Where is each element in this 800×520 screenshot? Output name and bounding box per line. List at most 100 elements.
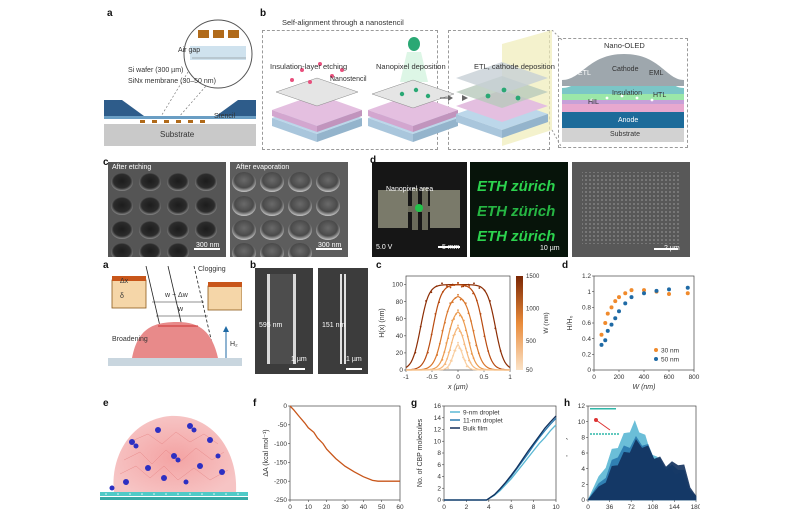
scatter-point-50 nm: [613, 316, 618, 321]
x-tick-label: 8: [532, 504, 536, 511]
device-photo: [372, 162, 467, 257]
device-scale-label: 5 mm: [442, 244, 460, 251]
chart-profile: -1 -0.5 0 0.5 1 0 20 40 60 80 100 x (µm) H(x) (nm) 50…: [379, 274, 550, 391]
height-label: H₂: [230, 341, 238, 348]
plot-frame: [289, 405, 401, 501]
data-point: [444, 321, 446, 324]
data-point: [487, 350, 490, 352]
y-tick-label: 2: [437, 485, 441, 492]
data-point: [450, 360, 453, 362]
data-point: [479, 312, 482, 315]
panel-label-1b: b: [260, 8, 267, 19]
y-tick-label: 20: [396, 350, 404, 357]
y-tick-label: 4: [581, 466, 585, 473]
panel-label-4g: g: [411, 398, 418, 409]
x-tick-label: 0: [456, 374, 460, 381]
data-point: [459, 298, 462, 301]
scatter-point-30 nm: [642, 288, 646, 293]
data-point: [458, 330, 461, 333]
clogging-label: Clogging: [198, 266, 226, 273]
nanopixel-area-label: Nanopixel area: [386, 186, 434, 193]
scatter-point-30 nm: [609, 305, 614, 310]
data-point: [430, 333, 433, 336]
etl-label: ETL: [578, 70, 591, 77]
data-point: [499, 350, 502, 352]
y-tick-label: 40: [396, 333, 404, 340]
scatter-point-30 nm: [617, 295, 621, 300]
y-axis-label: H(x) (nm): [379, 308, 386, 338]
colorbar-tick-label: 1500: [526, 274, 540, 280]
scatter-point-50 nm: [667, 287, 671, 292]
sem-dot-array: [572, 162, 690, 257]
oled-substrate-label: Substrate: [610, 131, 640, 138]
legend-label: 9-nm droplet: [463, 410, 500, 417]
series-line-W=500: [406, 295, 510, 371]
data-point: [483, 335, 486, 338]
data-point: [434, 312, 437, 315]
data-point: [419, 325, 422, 328]
data-point: [449, 286, 452, 289]
x-tick-label: 180: [691, 504, 700, 511]
chart-ratio: 0 200 400 600 800 0 0.2 0.4 0.6 0.8 1 1.2 W (nm) H/H₀…: [567, 273, 700, 391]
y-tick-label: -50: [278, 422, 288, 429]
eml-label: EML: [649, 70, 664, 77]
stencil-label: Stencil: [214, 113, 236, 120]
emission-scale-label: 10 µm: [540, 245, 560, 252]
y-axis-label: No. of CBP molecules: [417, 418, 424, 487]
scatter-point-30 nm: [667, 292, 671, 297]
energy-line: [289, 405, 400, 482]
data-point: [452, 334, 455, 337]
series-line-W=1000: [405, 284, 511, 371]
data-point: [457, 309, 459, 312]
data-point: [462, 299, 465, 302]
cathode-label: Cathode: [612, 66, 639, 73]
y-tick-label: 0.2: [582, 352, 591, 359]
clogging-schematic: [108, 266, 242, 366]
y-axis-label: ΔA (kcal mol⁻¹): [263, 429, 270, 476]
data-point: [483, 289, 486, 292]
sem-eth-photo: [572, 162, 690, 257]
y-tick-label: 16: [434, 403, 442, 410]
data-point: [464, 302, 467, 304]
data-point: [438, 342, 441, 345]
data-point: [477, 352, 480, 355]
data-point: [463, 358, 466, 361]
stack-deposition: [368, 37, 458, 142]
data-point: [475, 344, 478, 347]
data-point: [466, 351, 469, 354]
line-width-narrow-label: 151 nm: [322, 322, 346, 329]
data-point: [449, 349, 452, 352]
y-tick-label: 0: [581, 497, 585, 504]
data-point: [444, 363, 447, 366]
data-point: [475, 299, 478, 302]
anode-label: Anode: [618, 117, 639, 124]
hil-label: HIL: [588, 99, 599, 106]
scatter-point-30 nm: [603, 321, 608, 325]
y-tick-label: -150: [274, 460, 287, 467]
data-point: [457, 341, 459, 344]
step-deposition-label: Nanopixel deposition: [376, 62, 446, 71]
data-point: [459, 314, 461, 317]
data-point: [467, 312, 470, 315]
data-point: [441, 329, 444, 332]
data-point: [466, 365, 469, 368]
stack-etching: [272, 62, 362, 142]
x-tick-label: 10: [305, 504, 313, 511]
data-point: [446, 310, 449, 313]
panel-label-4e: e: [103, 398, 109, 409]
x-tick-label: 800: [689, 374, 700, 381]
colorbar-tick-label: 500: [526, 339, 537, 345]
x-tick-label: 10: [552, 504, 560, 511]
x-tick-label: 2: [465, 504, 469, 511]
data-point: [457, 293, 459, 296]
line-scale-2-label: 1 µm: [346, 356, 362, 363]
broadening-label: Broadening: [112, 336, 148, 343]
data-point: [442, 290, 444, 293]
y-tick-label: 2: [581, 482, 585, 489]
sem-after-etching: [108, 162, 226, 257]
data-point: [457, 282, 459, 284]
data-point: [454, 349, 457, 352]
scatter-point-50 nm: [599, 342, 604, 347]
scatter-point-50 nm: [654, 288, 659, 293]
sem-etching-pattern: [108, 162, 226, 257]
